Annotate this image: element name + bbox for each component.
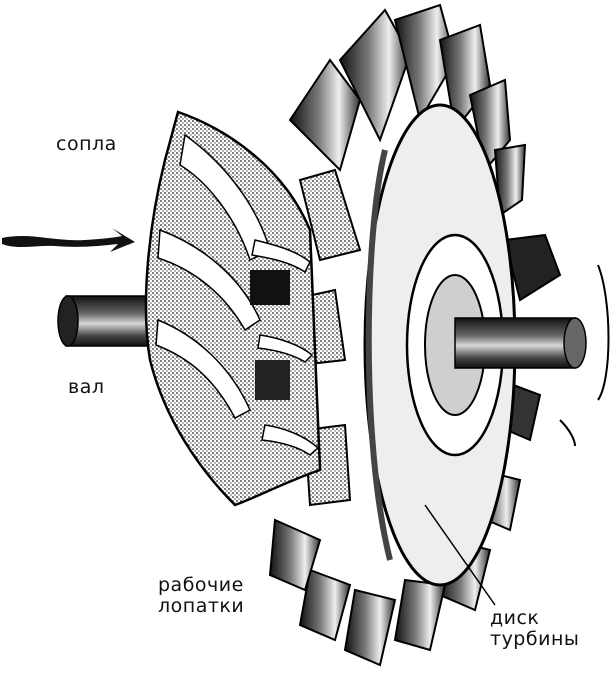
turbine-disk-label-line2: турбины xyxy=(490,627,580,650)
shaft-right xyxy=(454,317,587,369)
rotor-blades-label-line2: лопатки xyxy=(158,594,245,617)
nozzles-label: сопла xyxy=(56,133,117,155)
edge-arc-small xyxy=(559,419,576,447)
rotor-blades-label-line1: рабочие xyxy=(158,574,244,596)
nozzle-ring xyxy=(144,110,322,507)
turbine-disk-label: диск турбины xyxy=(490,608,579,650)
rotor-blades-label: рабочие лопатки xyxy=(158,575,244,617)
shaft-label: вал xyxy=(68,376,105,398)
rotor-blades xyxy=(268,3,562,667)
edge-arc xyxy=(597,264,610,401)
disk-pointer-line xyxy=(424,504,496,606)
turbine-disk-label-line1: диск xyxy=(490,607,540,629)
flow-arrow xyxy=(2,228,135,252)
